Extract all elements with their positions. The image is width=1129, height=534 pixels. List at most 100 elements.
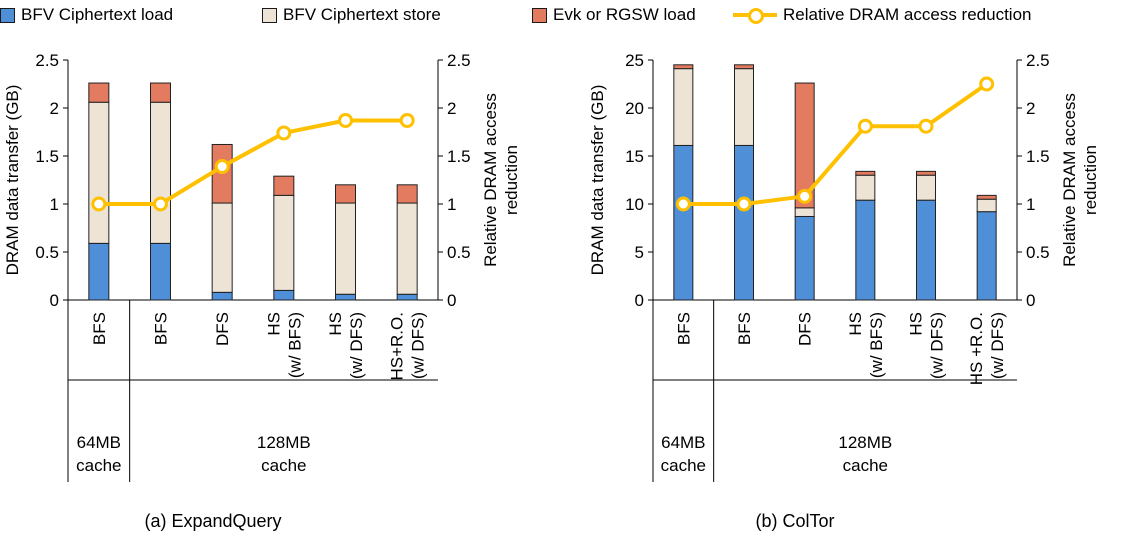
- panel-title: (a) ExpandQuery: [144, 511, 281, 531]
- reduction-point: [399, 112, 415, 128]
- y-tick-label: 1.5: [35, 147, 59, 166]
- y2-tick-label: 1: [1026, 195, 1035, 214]
- group-label: cache: [261, 456, 306, 475]
- bar-segment-3: [335, 184, 356, 204]
- y2-axis-title: Relative DRAM access: [481, 93, 500, 267]
- group-label: 128MB: [838, 433, 892, 452]
- panel-title: (b) ColTor: [755, 511, 834, 531]
- group-label: 64MB: [661, 433, 705, 452]
- bar-segment-2: [335, 202, 356, 295]
- x-tick-label: BFS: [735, 312, 754, 345]
- bar-segment-1: [734, 144, 754, 301]
- bar-segment-2: [273, 194, 295, 291]
- y2-tick-label: 0: [447, 291, 456, 310]
- x-tick-label: BFS: [674, 312, 693, 345]
- y-tick-label: 1: [50, 195, 59, 214]
- y-tick-label: 20: [625, 99, 644, 118]
- y-tick-label: 2.5: [35, 51, 59, 70]
- y2-tick-label: 0.5: [1026, 243, 1050, 262]
- y-tick-label: 2: [50, 99, 59, 118]
- y-axis-title: DRAM data transfer (GB): [588, 85, 607, 276]
- legend-label-evk-load: Evk or RGSW load: [553, 5, 696, 24]
- legend-item-reduction: Relative DRAM access reduction: [733, 4, 1031, 26]
- y-tick-label: 5: [635, 243, 644, 262]
- bar-segment-1: [273, 289, 295, 301]
- legend-swatch-ct-store: [262, 7, 277, 23]
- bar-segment-2: [150, 101, 171, 244]
- bar-segment-2: [976, 198, 997, 213]
- bar-segment-1: [150, 242, 171, 301]
- reduction-point: [979, 76, 995, 92]
- x-tick-label: (w/ DFS): [928, 312, 947, 379]
- x-tick-label: (w/ DFS): [409, 312, 428, 379]
- bar-segment-3: [273, 175, 295, 196]
- legend-label-ct-store: BFV Ciphertext store: [283, 5, 441, 24]
- y-tick-label: 10: [625, 195, 644, 214]
- reduction-point: [153, 196, 168, 212]
- y2-axis-title: reduction: [502, 145, 521, 215]
- reduction-point: [91, 196, 107, 212]
- x-tick-label: HS+R.O.: [388, 312, 407, 381]
- legend-swatch-evk-load: [532, 7, 547, 23]
- reduction-point: [857, 118, 873, 134]
- reduction-point: [736, 196, 752, 212]
- legend-item-evk-load: Evk or RGSW load: [532, 4, 696, 26]
- y2-tick-label: 0: [1026, 291, 1035, 310]
- bar-segment-1: [855, 199, 876, 301]
- bar-segment-3: [916, 170, 936, 176]
- x-tick-label: (w/ DFS): [347, 312, 366, 379]
- chart-panel-1: 0 0.5 1 1.5 2 2.5 0 0.5 1 1.5 2 2.5 DRAM data transf…: [3, 51, 521, 531]
- bar-segment-2: [916, 174, 936, 201]
- x-tick-label: (w/ BFS): [285, 312, 304, 378]
- bar-segment-1: [396, 293, 418, 301]
- reduction-point: [214, 159, 230, 175]
- group-label: cache: [76, 456, 121, 475]
- bar-segment-1: [211, 291, 233, 301]
- legend-line-icon: [733, 4, 777, 26]
- bar-segment-3: [734, 64, 754, 70]
- y2-tick-label: 0.5: [447, 243, 471, 262]
- x-tick-label: (w/ BFS): [867, 312, 886, 378]
- bar-segment-2: [855, 174, 876, 201]
- bar-segment-3: [88, 82, 110, 103]
- reduction-point: [797, 188, 813, 204]
- y2-tick-label: 2: [1026, 99, 1035, 118]
- reduction-point: [338, 112, 353, 128]
- x-tick-label: HS +R.O.: [967, 312, 986, 385]
- reduction-point: [675, 196, 691, 212]
- y-tick-label: 0: [50, 291, 59, 310]
- y2-axis-title: reduction: [1081, 145, 1100, 215]
- group-label: 64MB: [77, 433, 121, 452]
- legend-swatch-ct-load: [0, 7, 15, 23]
- legend-item-ct-store: BFV Ciphertext store: [262, 4, 441, 26]
- y2-tick-label: 2.5: [447, 51, 471, 70]
- bar-segment-3: [150, 82, 171, 103]
- bar-segment-3: [794, 82, 815, 209]
- x-tick-label: BFS: [152, 312, 171, 345]
- bar-segment-2: [673, 68, 694, 146]
- x-tick-label: HS: [846, 312, 865, 336]
- bar-segment-2: [396, 202, 418, 295]
- y-tick-label: 25: [625, 51, 644, 70]
- bar-segment-1: [88, 242, 110, 301]
- bar-segment-3: [855, 170, 876, 176]
- reduction-point: [276, 125, 292, 141]
- bar-segment-1: [335, 293, 356, 301]
- legend-label-reduction: Relative DRAM access reduction: [783, 5, 1032, 24]
- x-tick-label: DFS: [796, 312, 815, 346]
- chart-panel-2: 0 5 10 15 20 25 0 0.5 1 1.5 2 2.5 DRAM data transfer…: [588, 51, 1100, 531]
- y-tick-label: 0.5: [35, 243, 59, 262]
- bar-segment-1: [916, 199, 936, 301]
- y-axis-title: DRAM data transfer (GB): [3, 85, 22, 276]
- x-tick-label: (w/ DFS): [988, 312, 1007, 379]
- y2-tick-label: 1.5: [1026, 147, 1050, 166]
- legend: BFV Ciphertext load BFV Ciphertext store…: [0, 0, 1129, 30]
- x-tick-label: BFS: [90, 312, 109, 345]
- y2-tick-label: 2.5: [1026, 51, 1050, 70]
- x-tick-label: HS: [264, 312, 283, 336]
- x-tick-label: DFS: [213, 312, 232, 346]
- bar-segment-2: [734, 68, 754, 146]
- group-label: cache: [843, 456, 888, 475]
- x-tick-label: HS: [326, 312, 345, 336]
- bar-segment-1: [673, 144, 694, 301]
